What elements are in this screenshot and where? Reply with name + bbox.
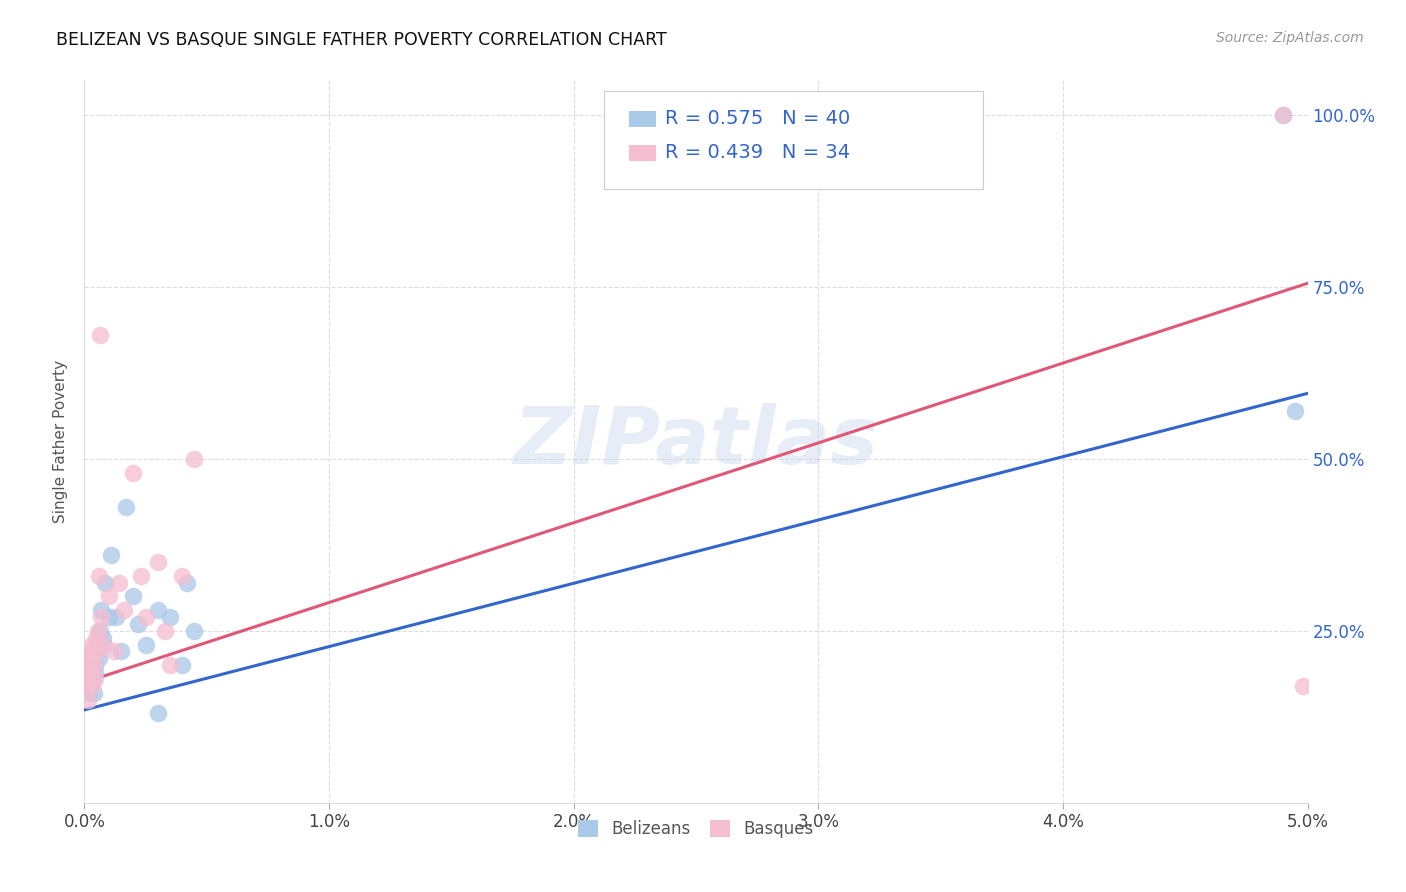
Point [76,658,98,673]
Point [183,624,205,638]
Point [1272,108,1295,122]
Point [79,679,101,693]
Point [80,665,103,679]
Point [75,672,97,686]
Point [172,658,194,673]
Point [82,672,104,686]
Point [82,679,104,693]
Point [89,624,111,638]
Point [77,672,100,686]
Point [122,466,145,480]
Point [83,686,105,700]
Point [84,631,107,645]
Point [76,665,98,679]
Point [97,610,120,624]
Point [77,651,100,665]
Point [79,672,101,686]
Point [1292,679,1315,693]
Point [93,638,115,652]
Point [90,603,112,617]
Point [100,548,122,562]
Y-axis label: Single Father Poverty: Single Father Poverty [53,360,69,523]
Point [76,692,98,706]
Point [91,631,114,645]
Point [129,568,152,582]
Text: BELIZEAN VS BASQUE SINGLE FATHER POVERTY CORRELATION CHART: BELIZEAN VS BASQUE SINGLE FATHER POVERTY… [56,31,666,49]
FancyBboxPatch shape [628,145,655,161]
Point [91,638,114,652]
Point [79,658,101,673]
Point [84,665,107,679]
Point [122,590,145,604]
Point [76,679,98,693]
Point [80,638,103,652]
Point [83,658,105,673]
FancyBboxPatch shape [605,91,983,189]
Point [86,644,108,658]
Text: Source: ZipAtlas.com: Source: ZipAtlas.com [1216,31,1364,45]
Point [183,451,205,466]
Point [127,616,149,631]
Point [86,638,108,652]
Text: R = 0.575   N = 40: R = 0.575 N = 40 [665,109,851,128]
Point [87,624,110,638]
Point [80,651,103,665]
Point [83,644,105,658]
Point [115,500,138,514]
Point [79,665,101,679]
Point [1284,403,1306,417]
Point [153,624,176,638]
Point [77,686,100,700]
Point [75,679,97,693]
Point [112,603,135,617]
Point [83,658,105,673]
Point [110,644,132,658]
Point [87,644,110,658]
Point [82,644,104,658]
Point [146,706,169,721]
Point [82,644,104,658]
Text: R = 0.439   N = 34: R = 0.439 N = 34 [665,143,851,162]
Point [146,603,169,617]
Point [159,658,181,673]
FancyBboxPatch shape [628,112,655,128]
Point [146,555,169,569]
Point [135,610,157,624]
Text: ZIPatlas: ZIPatlas [513,402,879,481]
Point [89,327,111,342]
Point [77,644,100,658]
Point [176,575,198,590]
Point [87,568,110,582]
Point [90,610,112,624]
Point [172,568,194,582]
Point [103,644,125,658]
Legend: Belizeans, Basques: Belizeans, Basques [571,814,821,845]
Point [80,658,103,673]
Point [159,610,181,624]
Point [105,610,128,624]
Point [107,575,129,590]
Point [94,575,117,590]
Point [77,665,100,679]
Point [97,590,120,604]
Point [1272,108,1295,122]
Point [87,651,110,665]
Point [83,672,105,686]
Point [135,638,157,652]
